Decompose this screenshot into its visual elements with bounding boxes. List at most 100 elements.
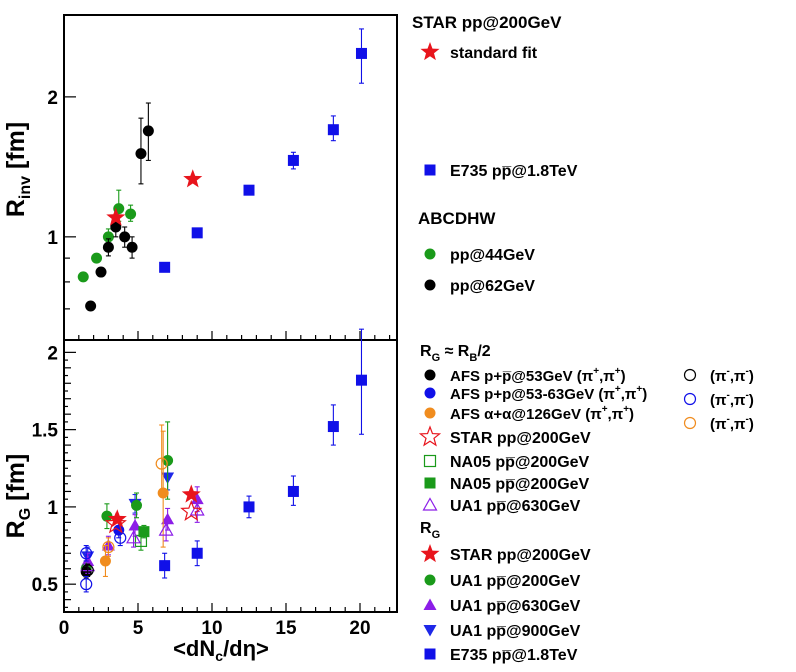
legend-title-star: STAR pp@200GeV xyxy=(412,13,562,32)
data-point xyxy=(135,148,147,160)
series-pp62 xyxy=(85,102,154,312)
series-star_open xyxy=(104,499,203,534)
data-point xyxy=(107,509,127,528)
legend-rg-0-marker xyxy=(420,544,440,563)
data-point xyxy=(161,512,175,525)
legend-rg-half-6-label: UA1 pp̅@630GeV xyxy=(450,498,581,515)
legend: STAR pp@200GeV standard fit E735 pp̅@1.8Te… xyxy=(412,13,754,664)
data-point xyxy=(102,241,114,253)
y-tick-label: 1.5 xyxy=(32,421,59,442)
data-point xyxy=(81,564,94,577)
data-point xyxy=(191,227,203,239)
data-point xyxy=(119,231,131,243)
legend-side-1-marker xyxy=(683,392,697,406)
legend-title-rg-half: RG ≈ RB/2 xyxy=(420,343,491,364)
data-point xyxy=(181,484,201,503)
legend-rg-4-marker xyxy=(424,648,436,660)
y-axis-title-rinv: Rinv [fm] xyxy=(2,122,34,217)
data-point xyxy=(101,510,113,522)
legend-rg-half-2-marker xyxy=(424,407,436,419)
legend-rg-2-marker xyxy=(423,598,437,610)
series-e735 xyxy=(159,28,367,273)
data-point xyxy=(106,207,126,226)
y-tick-label: 2 xyxy=(47,88,58,109)
data-point xyxy=(114,531,127,544)
legend-rg-half-4-marker xyxy=(423,454,437,468)
data-point xyxy=(104,512,127,534)
series-pp44 xyxy=(77,189,137,283)
series-afs_pm_orange xyxy=(102,424,168,557)
series-afs_ap xyxy=(99,430,169,578)
y-tick-label: 0.5 xyxy=(32,575,59,596)
legend-abcdhw-0-label: pp@44GeV xyxy=(450,247,535,264)
y-axis-title-rg: RG [fm] xyxy=(2,454,34,539)
data-point xyxy=(155,457,168,470)
legend-side-0-label: (π-,π-) xyxy=(710,366,754,385)
data-point xyxy=(128,518,142,531)
legend-rg-half-2-label: AFS α+α@126GeV (π+,π+) xyxy=(450,404,634,423)
series-na05_f xyxy=(138,524,150,539)
y-tick-label: 1 xyxy=(47,498,58,519)
legend-side-2-label: (π-,π-) xyxy=(710,414,754,433)
x-tick-label: 20 xyxy=(349,618,370,639)
rinv-panel: 1 2 Rinv [fm] xyxy=(2,14,398,341)
data-point xyxy=(91,252,103,264)
x-tick-label: 10 xyxy=(201,618,222,639)
legend-rg-half-5-label: NA05 pp̅@200GeV xyxy=(450,476,590,493)
legend-rg-2-label: UA1 pp̅@630GeV xyxy=(450,598,581,615)
legend-rg-3-marker xyxy=(423,625,437,637)
data-point xyxy=(80,578,93,591)
data-point xyxy=(287,154,299,166)
legend-rg-half-0-label: AFS p+p̅@53GeV (π+,π+) xyxy=(450,366,626,385)
data-point xyxy=(191,547,203,559)
legend-standard-fit-marker xyxy=(420,42,440,61)
data-point xyxy=(131,499,143,511)
x-tick-label: 15 xyxy=(275,618,297,639)
data-point xyxy=(138,526,150,538)
x-tick-label: 0 xyxy=(59,618,70,639)
legend-side-2-marker xyxy=(683,416,697,430)
data-point xyxy=(80,547,93,560)
y-tick-label: 1 xyxy=(47,228,58,249)
y-tick-label: 2 xyxy=(47,343,58,364)
legend-abcdhw-1-label: pp@62GeV xyxy=(450,278,535,295)
data-point xyxy=(157,487,169,499)
legend-rg-0-label: STAR pp@200GeV xyxy=(450,547,591,564)
data-point xyxy=(126,241,138,253)
data-point xyxy=(159,261,171,273)
x-tick-label: 5 xyxy=(133,618,144,639)
data-point xyxy=(183,169,203,188)
data-point xyxy=(95,266,107,278)
data-point xyxy=(287,485,299,497)
data-point xyxy=(162,455,174,467)
data-point xyxy=(180,499,203,522)
data-point xyxy=(355,374,367,386)
legend-title-rg: RG xyxy=(420,520,440,541)
series-star_filled xyxy=(107,484,201,528)
legend-side-1-label: (π-,π-) xyxy=(710,390,754,409)
data-point xyxy=(243,501,255,513)
legend-rg-half-3-marker xyxy=(418,425,442,447)
series-afs_pm_b xyxy=(80,529,127,593)
series-star_std xyxy=(106,169,203,226)
data-point xyxy=(126,530,142,544)
legend-rg-half-0-marker xyxy=(424,369,436,381)
legend-e735-top-label: E735 pp̅@1.8TeV xyxy=(450,163,578,180)
legend-rg-half-3-label: STAR pp@200GeV xyxy=(450,430,591,447)
legend-abcdhw-0-marker xyxy=(424,248,436,260)
data-point xyxy=(77,271,89,283)
legend-rg-1-label: UA1 pp̅@200GeV xyxy=(450,573,581,590)
legend-standard-fit-label: standard fit xyxy=(450,45,538,62)
legend-abcdhw-1-marker xyxy=(424,279,436,291)
data-point xyxy=(158,522,174,536)
data-point xyxy=(142,125,154,137)
legend-rg-half-1-marker xyxy=(424,387,436,399)
series-e735 xyxy=(159,328,367,579)
legend-rg-4-label: E735 pp̅@1.8TeV xyxy=(450,647,578,664)
legend-rg-half-6-marker xyxy=(422,497,438,511)
x-axis-title: <dNc/dη> xyxy=(173,636,269,664)
legend-rg-half-1-label: AFS p+p@53-63GeV (π+,π+) xyxy=(450,384,647,403)
legend-side-0-marker xyxy=(683,368,697,382)
legend-e735-top-marker xyxy=(424,164,436,176)
